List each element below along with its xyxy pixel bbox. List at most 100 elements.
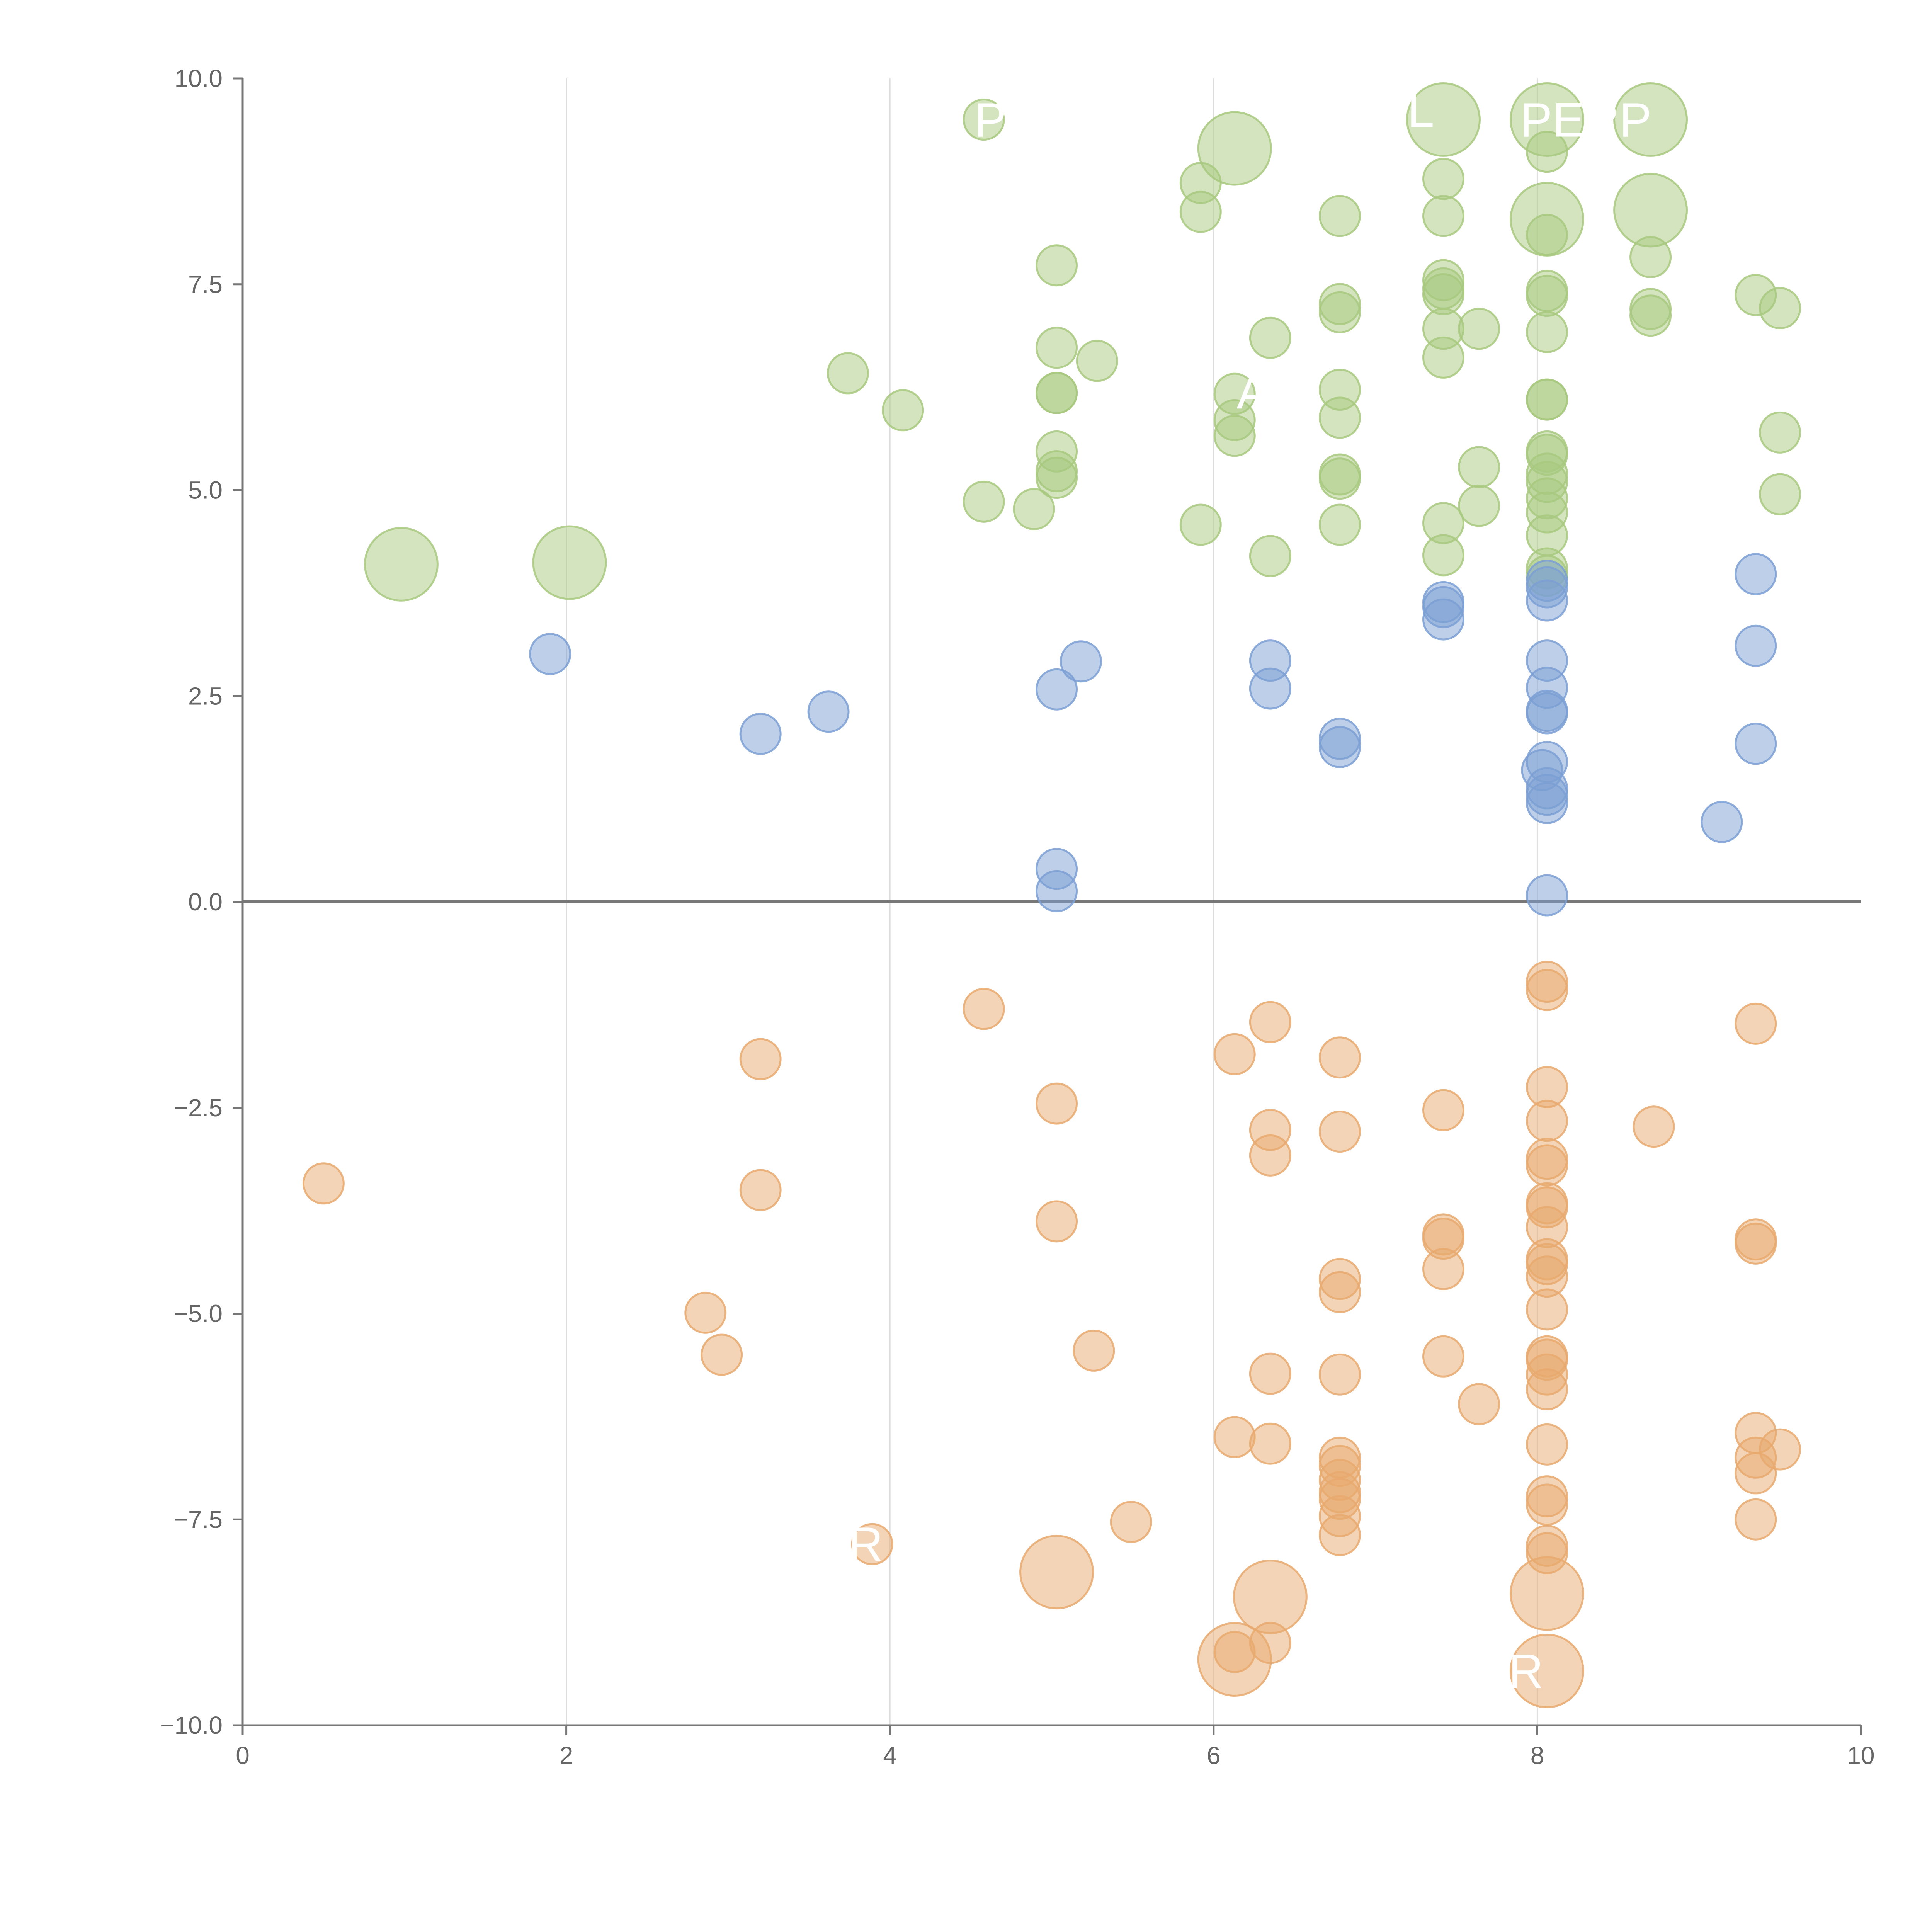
y-tick-label: −10.0 [160,1711,223,1739]
bubble-point [1422,195,1464,237]
bubble-point [1318,396,1361,439]
y-tick-label: 0.0 [188,888,223,916]
bubble-point [1036,327,1078,369]
bubble-point [1526,1483,1568,1526]
bubble-point [1526,1144,1568,1187]
y-tick-label: 5.0 [188,476,223,504]
bubble-point [1458,446,1500,488]
bubble-point [1526,214,1568,256]
bubble-label: AD [1237,365,1304,419]
bubble-label: PERP [1520,94,1651,147]
bubble-point [739,713,782,755]
bubble-point [1036,372,1078,414]
bubble-point [1013,488,1055,531]
bubble-point [1510,1633,1585,1708]
bubble-point [1249,535,1291,577]
bubble-point [1318,1111,1361,1153]
bubble-point [963,480,1005,523]
bubble-point [1526,131,1568,173]
bubble-label: R [848,1518,883,1571]
bubble-point [1318,195,1361,237]
x-tick-label: 10 [1847,1742,1874,1769]
bubble-point [1249,1422,1291,1465]
bubble-point [1422,1248,1464,1290]
bubble-point [1633,1105,1675,1148]
bubble-point [1318,291,1361,333]
bubble-point [1019,1535,1094,1610]
bubble-point [701,1333,743,1376]
bubble-point [1526,782,1568,824]
bubble-point [1213,415,1256,457]
bubble-point [1526,874,1568,917]
bubble-point [1526,692,1568,735]
bubble-point [1735,1222,1777,1265]
bubble-point [739,1038,782,1080]
y-tick-label: −2.5 [174,1094,223,1122]
bubble-point [1759,411,1801,454]
x-tick-label: 8 [1531,1742,1544,1769]
bubble-point [1197,111,1272,186]
bubble-point [963,99,1005,141]
bubble-point [1179,503,1222,546]
bubble-point [1526,579,1568,622]
bubble-point [1036,668,1078,711]
bubble-point [1526,1423,1568,1466]
bubble-point [1458,485,1500,527]
bubble-point [1073,1329,1115,1372]
y-tick-label: 2.5 [188,682,223,710]
bubble-label: L [1407,83,1434,137]
bubble-point [1249,1134,1291,1177]
bubble-point [684,1291,727,1334]
bubble-point [1759,1428,1801,1471]
bubble-point [529,633,571,675]
bubble-point [1422,598,1464,641]
bubble-point [827,352,869,395]
bubble-point [1249,1352,1291,1395]
bubble-point [1526,275,1568,317]
bubble-point [1735,624,1777,667]
y-tick-label: 10.0 [174,65,223,92]
bubble-point [1318,1036,1361,1079]
bubble-point [1526,1288,1568,1331]
bubble-point [1318,726,1361,768]
bubble-point [1613,82,1688,157]
bubble-point [1510,1556,1585,1631]
bubble-point [1629,236,1672,278]
bubble-point [1735,1498,1777,1541]
x-tick-label: 4 [883,1742,897,1769]
y-tick-label: −7.5 [174,1505,223,1533]
bubble-label: P [974,94,1006,147]
bubble-point [882,389,924,432]
bubble-point [1422,336,1464,379]
annotation-layer: P L PERP AD R R [848,83,1651,1698]
y-tick-label: 7.5 [188,270,223,298]
bubble-point [1422,158,1464,200]
bubble-point [1759,287,1801,330]
bubble-point [807,690,850,733]
bubble-point [1526,1100,1568,1142]
bubble-point [364,527,439,602]
bubble-point [1213,1416,1256,1458]
bubble-label: R [1509,1645,1543,1698]
bubble-point [1613,173,1688,248]
bubble-point [1526,378,1568,421]
bubble-point [1318,457,1361,500]
bubble-point [1036,870,1078,912]
bubble-point [1318,503,1361,546]
bubble-point [1422,1335,1464,1378]
bubble-point [1076,340,1118,382]
bubble-point [1249,1622,1291,1664]
bubble-point [1735,723,1777,765]
bubble-point [1422,1089,1464,1131]
y-tick-label: −5.0 [174,1300,223,1328]
bubble-point [302,1162,345,1205]
bubble-point [1060,640,1102,683]
bubble-point [851,1523,893,1565]
bubble-point [1249,1001,1291,1043]
bubble-point [739,1169,782,1211]
bubble-point [1036,457,1078,499]
bubble-point [1406,82,1481,157]
bubble-point [1179,190,1222,233]
bubble-point [1036,1082,1078,1125]
